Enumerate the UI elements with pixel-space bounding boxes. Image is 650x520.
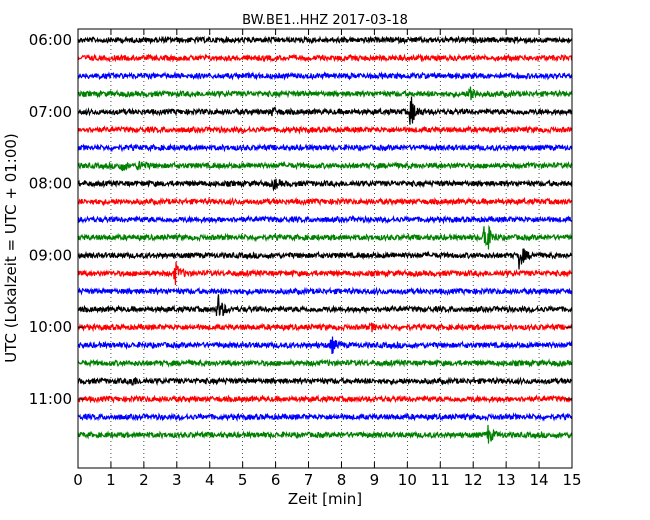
- x-tick-label-9: 9: [370, 471, 380, 489]
- trace-0645: [77, 86, 573, 101]
- trace-0845: [77, 224, 573, 250]
- x-tick-label-3: 3: [172, 471, 182, 489]
- trace-0745: [77, 160, 573, 172]
- trace-0730: [77, 143, 573, 153]
- trace-0815: [77, 196, 573, 207]
- trace-1030: [77, 358, 573, 368]
- trace-1115: [77, 412, 573, 423]
- x-tick-label-13: 13: [497, 471, 516, 489]
- axes: 0 1 2 3 4 5 6 7 8 9 10 11 12 13 14 1506:0007:0008:0009:…: [29, 29, 582, 489]
- x-tick-label-5: 5: [238, 471, 248, 489]
- trace-1015: [77, 336, 573, 355]
- trace-0600: [77, 35, 573, 45]
- trace-0900: [77, 248, 573, 270]
- trace-0615: [77, 53, 573, 63]
- x-tick-label-8: 8: [337, 471, 347, 489]
- y-tick-label-0700: 07:00: [29, 103, 72, 121]
- trace-1100: [77, 394, 573, 404]
- x-tick-label-6: 6: [271, 471, 281, 489]
- y-tick-label-0800: 08:00: [29, 175, 72, 193]
- trace-0930: [77, 286, 573, 297]
- y-tick-label-0600: 06:00: [29, 31, 72, 49]
- x-axis-label: Zeit [min]: [288, 490, 362, 508]
- trace-1045: [77, 376, 573, 386]
- trace-0700: [77, 96, 573, 125]
- trace-0830: [77, 214, 573, 225]
- y-tick-label-1100: 11:00: [29, 390, 72, 408]
- x-tick-label-0: 0: [73, 471, 83, 489]
- x-tick-label-12: 12: [464, 471, 483, 489]
- x-tick-label-1: 1: [106, 471, 116, 489]
- trace-1000: [77, 321, 573, 333]
- seismic-traces: [77, 35, 573, 444]
- plot-frame: [77, 28, 573, 469]
- trace-0630: [77, 70, 573, 81]
- trace-0800: [77, 178, 573, 192]
- y-tick-label-1000: 10:00: [29, 318, 72, 336]
- x-tick-label-14: 14: [530, 471, 549, 489]
- y-tick-label-0900: 09:00: [29, 246, 72, 264]
- y-axis-label: UTC (Lokalzeit = UTC + 01:00): [2, 133, 20, 363]
- trace-0915: [77, 261, 573, 286]
- trace-1130: [77, 424, 573, 444]
- x-tick-label-4: 4: [205, 471, 215, 489]
- x-tick-label-11: 11: [431, 471, 450, 489]
- trace-0715: [77, 125, 573, 135]
- x-tick-label-15: 15: [562, 471, 581, 489]
- x-tick-label-7: 7: [304, 471, 314, 489]
- trace-0945: [77, 294, 573, 317]
- x-tick-label-2: 2: [139, 471, 149, 489]
- chart-title: BW.BE1..HHZ 2017-03-18: [242, 13, 408, 28]
- x-tick-label-10: 10: [398, 471, 417, 489]
